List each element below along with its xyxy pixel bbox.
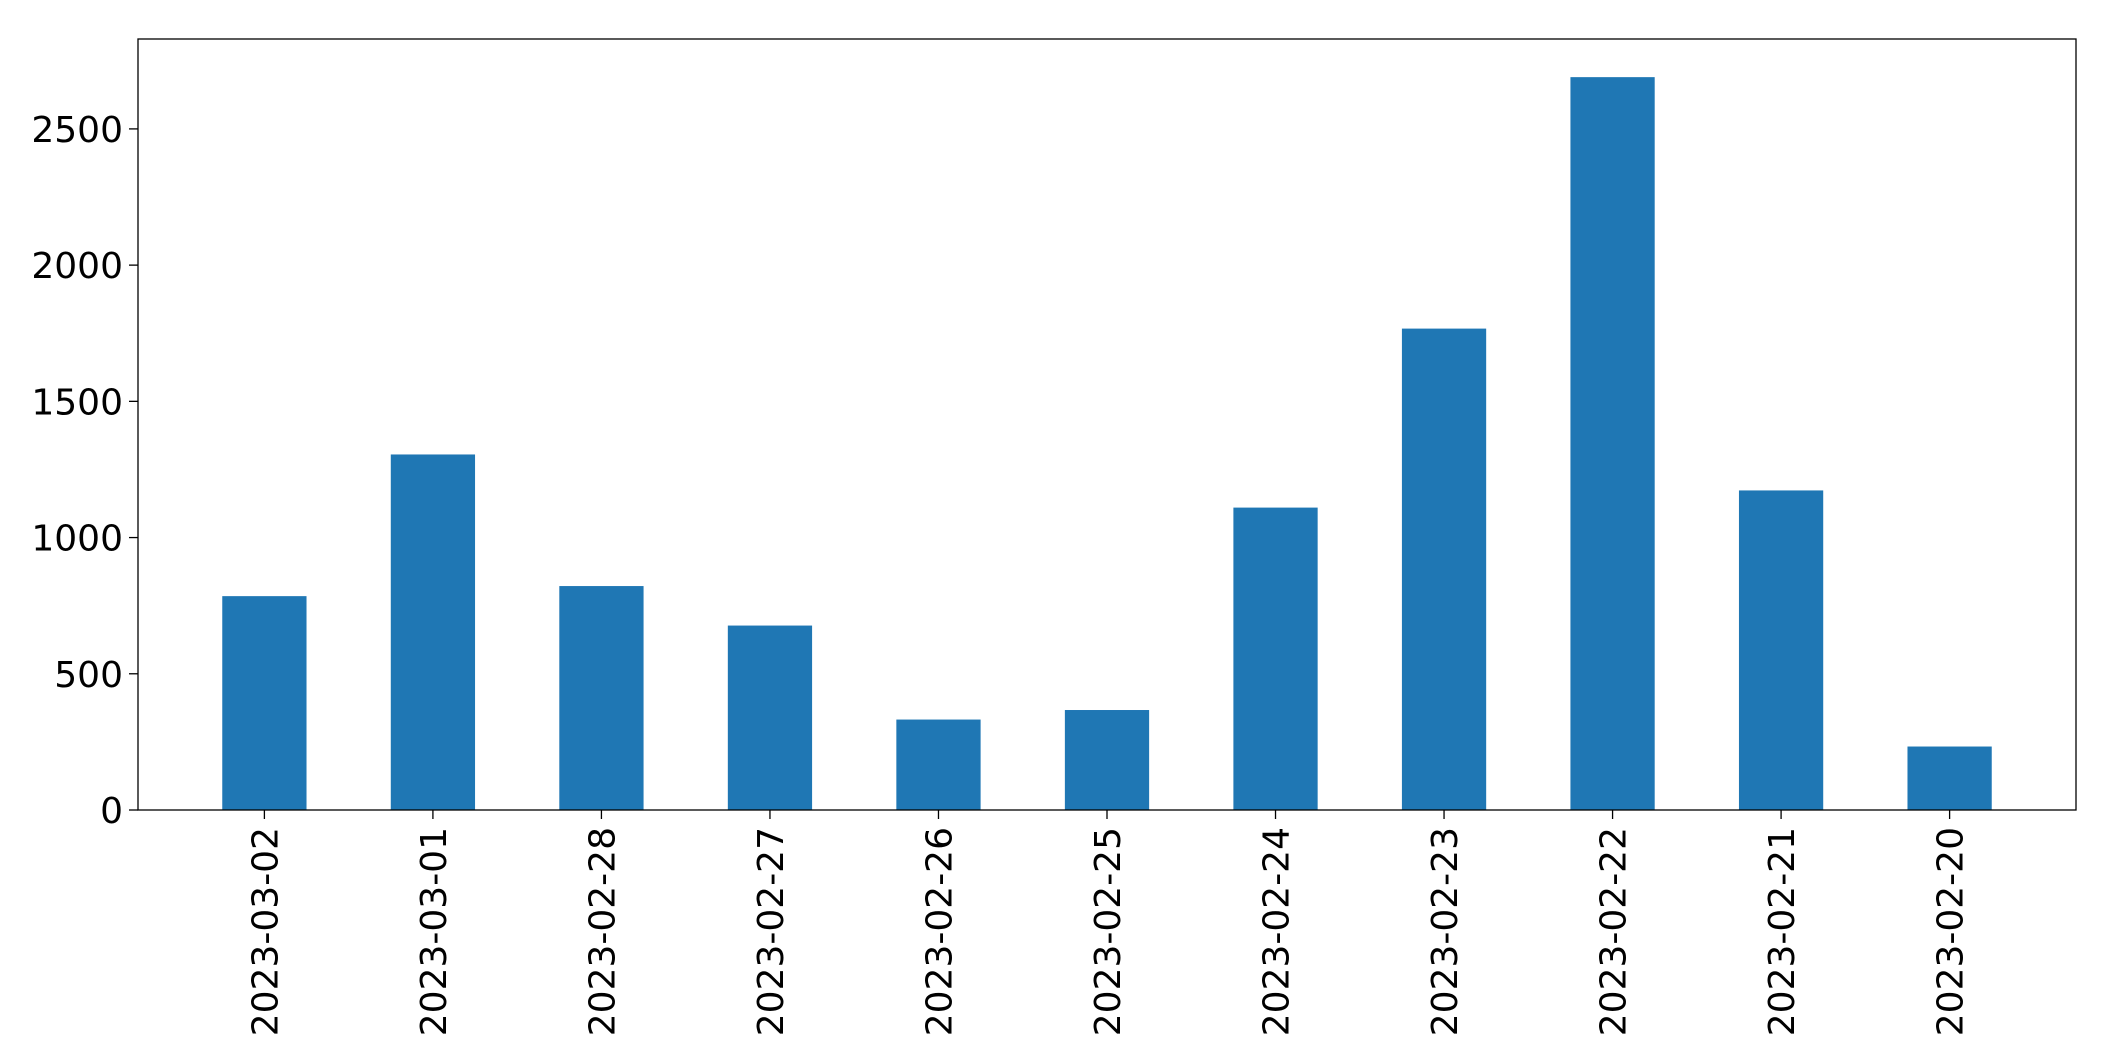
bar-2023-02-28 [559,586,644,810]
x-axis: 2023-03-02 2023-03-01 2023-02-28 2023-02-27… [245,810,1972,1036]
bar-2023-02-22 [1570,77,1655,810]
bar-2023-03-02 [222,596,307,810]
x-tick-label: 2023-02-28 [582,827,623,1036]
bar-2023-02-21 [1738,490,1824,810]
bar-2023-02-24 [1233,507,1318,810]
x-tick-label: 2023-02-24 [1257,827,1298,1036]
x-tick-label: 2023-02-22 [1594,827,1635,1036]
y-tick-label: 2500 [31,110,123,151]
x-tick-label: 2023-03-01 [414,827,455,1036]
bar-2023-02-23 [1401,328,1487,810]
y-axis: 0 500 1000 1500 2000 2500 [31,110,138,832]
plot-area-frame [137,38,2077,811]
y-tick-label: 1500 [31,382,123,423]
x-tick-label: 2023-03-02 [245,827,286,1036]
bar-2023-02-25 [1064,710,1150,810]
bar-2023-03-01 [390,454,476,810]
x-tick-label: 2023-02-25 [1088,827,1129,1036]
bar-2023-02-20 [1907,746,1992,810]
x-tick-label: 2023-02-26 [919,827,960,1036]
bar-2023-02-26 [896,719,981,810]
x-tick-label: 2023-02-21 [1762,827,1803,1036]
y-tick-label: 1000 [31,519,123,560]
bar-2023-02-27 [727,625,813,810]
x-tick-label: 2023-02-23 [1425,827,1466,1036]
y-tick-label: 2000 [31,246,123,287]
y-tick-label: 500 [54,655,123,696]
y-tick-label: 0 [100,791,123,832]
x-tick-label: 2023-02-20 [1931,827,1972,1036]
bars-group [222,77,1992,810]
x-tick-label: 2023-02-27 [751,827,792,1036]
